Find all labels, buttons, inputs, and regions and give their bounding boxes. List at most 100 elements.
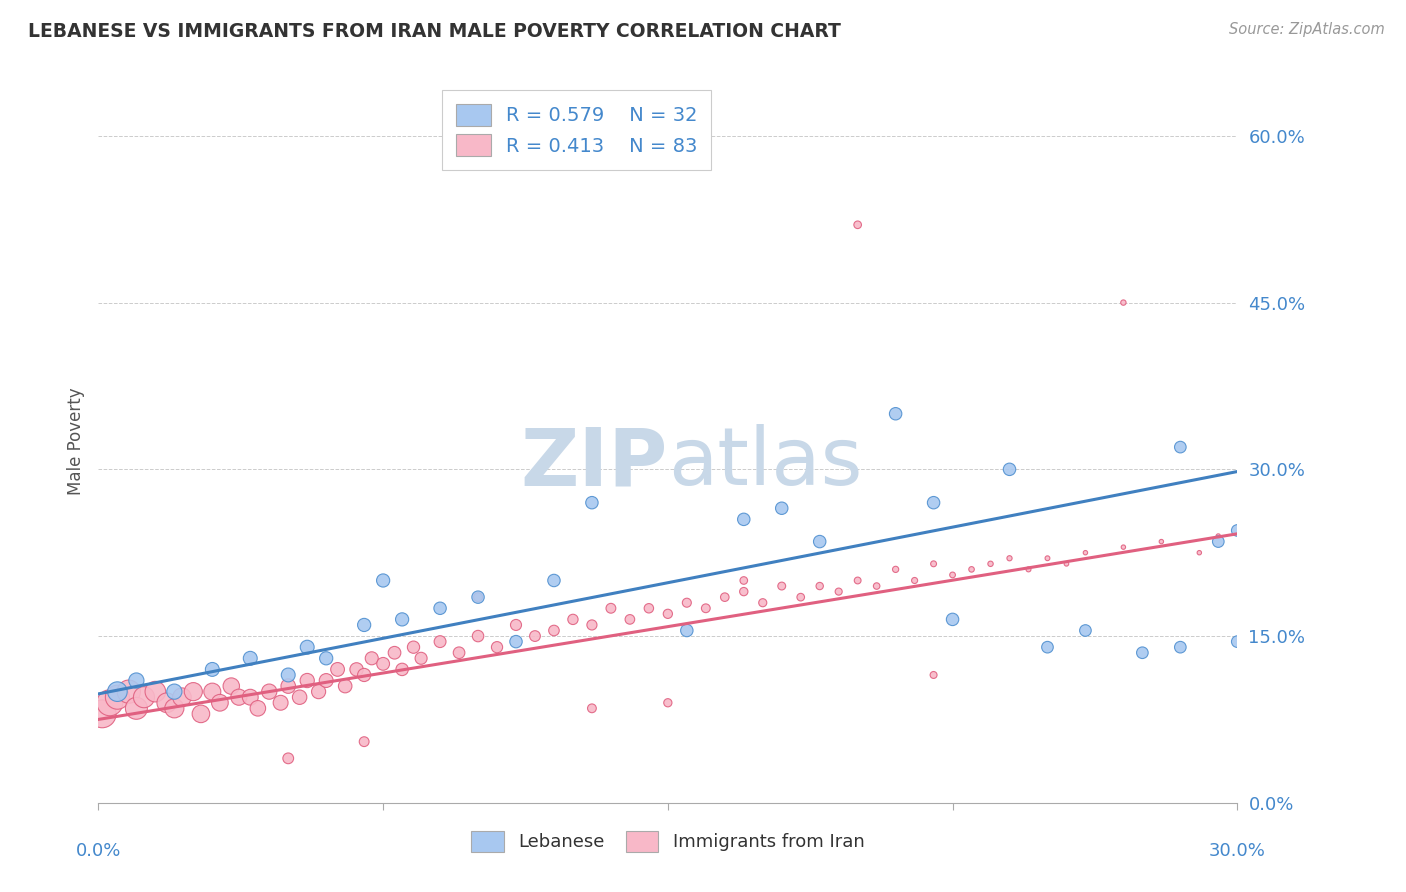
Point	[315, 651, 337, 665]
Point	[326, 662, 349, 676]
Point	[1208, 534, 1230, 549]
Point	[1018, 562, 1040, 576]
Point	[1074, 624, 1097, 638]
Point	[91, 706, 114, 721]
Point	[132, 690, 155, 705]
Point	[259, 684, 281, 698]
Point	[543, 624, 565, 638]
Text: ZIP: ZIP	[520, 425, 668, 502]
Point	[657, 696, 679, 710]
Point	[391, 662, 413, 676]
Point	[118, 684, 141, 698]
Point	[770, 579, 793, 593]
Point	[467, 629, 489, 643]
Point	[288, 690, 311, 705]
Point	[600, 601, 623, 615]
Point	[1056, 557, 1078, 571]
Point	[1170, 440, 1192, 454]
Point	[170, 690, 193, 705]
Point	[846, 574, 869, 588]
Point	[1112, 540, 1135, 554]
Point	[979, 557, 1001, 571]
Point	[208, 696, 231, 710]
Y-axis label: Male Poverty: Male Poverty	[66, 388, 84, 495]
Point	[695, 601, 717, 615]
Point	[228, 690, 250, 705]
Point	[1150, 534, 1173, 549]
Point	[638, 601, 661, 615]
Point	[1036, 640, 1059, 655]
Point	[922, 557, 945, 571]
Legend: Lebanese, Immigrants from Iran: Lebanese, Immigrants from Iran	[464, 823, 872, 859]
Point	[562, 612, 585, 626]
Point	[221, 679, 243, 693]
Point	[201, 662, 224, 676]
Point	[581, 618, 603, 632]
Point	[353, 618, 375, 632]
Point	[467, 590, 489, 604]
Point	[884, 562, 907, 576]
Point	[676, 596, 699, 610]
Point	[308, 684, 330, 698]
Point	[107, 684, 129, 698]
Point	[676, 624, 699, 638]
Point	[846, 218, 869, 232]
Point	[581, 701, 603, 715]
Point	[239, 651, 262, 665]
Point	[411, 651, 433, 665]
Point	[1112, 295, 1135, 310]
Point	[315, 673, 337, 688]
Text: LEBANESE VS IMMIGRANTS FROM IRAN MALE POVERTY CORRELATION CHART: LEBANESE VS IMMIGRANTS FROM IRAN MALE PO…	[28, 22, 841, 41]
Point	[790, 590, 813, 604]
Point	[922, 496, 945, 510]
Point	[828, 584, 851, 599]
Point	[505, 634, 527, 648]
Point	[449, 646, 471, 660]
Point	[733, 584, 755, 599]
Point	[353, 668, 375, 682]
Point	[277, 751, 299, 765]
Point	[1132, 646, 1154, 660]
Point	[1188, 546, 1211, 560]
Point	[1170, 640, 1192, 655]
Point	[190, 706, 212, 721]
Point	[384, 646, 406, 660]
Point	[297, 673, 319, 688]
Point	[904, 574, 927, 588]
Text: 0.0%: 0.0%	[76, 842, 121, 860]
Point	[1208, 529, 1230, 543]
Point	[371, 657, 394, 671]
Point	[297, 640, 319, 655]
Point	[163, 684, 186, 698]
Point	[277, 679, 299, 693]
Point	[277, 668, 299, 682]
Point	[183, 684, 205, 698]
Point	[942, 568, 965, 582]
Point	[486, 640, 509, 655]
Point	[714, 590, 737, 604]
Point	[998, 551, 1021, 566]
Point	[1226, 634, 1249, 648]
Point	[808, 579, 831, 593]
Point	[201, 684, 224, 698]
Point	[922, 668, 945, 682]
Point	[1074, 546, 1097, 560]
Point	[98, 696, 121, 710]
Point	[543, 574, 565, 588]
Point	[733, 574, 755, 588]
Point	[1226, 524, 1249, 538]
Point	[107, 690, 129, 705]
Point	[942, 612, 965, 626]
Point	[125, 673, 148, 688]
Point	[391, 612, 413, 626]
Text: atlas: atlas	[668, 425, 862, 502]
Point	[733, 512, 755, 526]
Point	[1036, 551, 1059, 566]
Point	[156, 696, 179, 710]
Point	[429, 634, 451, 648]
Point	[752, 596, 775, 610]
Point	[808, 534, 831, 549]
Point	[770, 501, 793, 516]
Point	[524, 629, 547, 643]
Point	[998, 462, 1021, 476]
